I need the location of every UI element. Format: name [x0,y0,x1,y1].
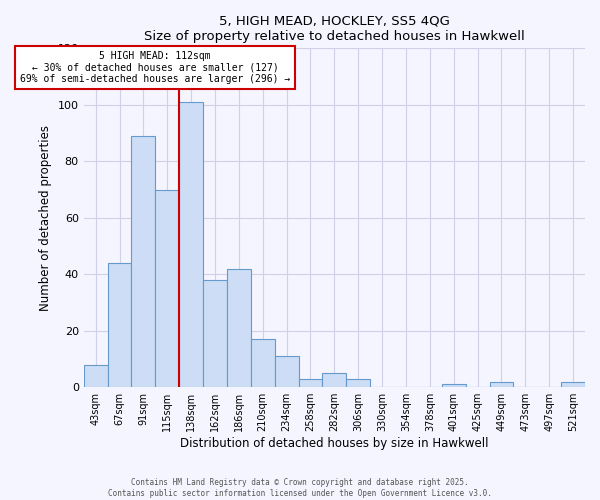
Bar [490,382,514,387]
Text: 5 HIGH MEAD: 112sqm
← 30% of detached houses are smaller (127)
69% of semi-detac: 5 HIGH MEAD: 112sqm ← 30% of detached ho… [20,51,290,84]
Bar [346,378,370,387]
Bar [203,280,227,387]
Bar [131,136,155,387]
Title: 5, HIGH MEAD, HOCKLEY, SS5 4QG
Size of property relative to detached houses in H: 5, HIGH MEAD, HOCKLEY, SS5 4QG Size of p… [144,15,525,43]
Bar [251,339,275,387]
Text: Contains HM Land Registry data © Crown copyright and database right 2025.
Contai: Contains HM Land Registry data © Crown c… [108,478,492,498]
Bar [227,268,251,387]
Bar [155,190,179,387]
Bar [322,373,346,387]
Bar [179,102,203,387]
Bar [275,356,299,387]
Bar [442,384,466,387]
Bar [107,263,131,387]
Bar [83,364,107,387]
Bar [561,382,585,387]
Y-axis label: Number of detached properties: Number of detached properties [39,125,52,311]
X-axis label: Distribution of detached houses by size in Hawkwell: Distribution of detached houses by size … [180,437,488,450]
Bar [299,378,322,387]
